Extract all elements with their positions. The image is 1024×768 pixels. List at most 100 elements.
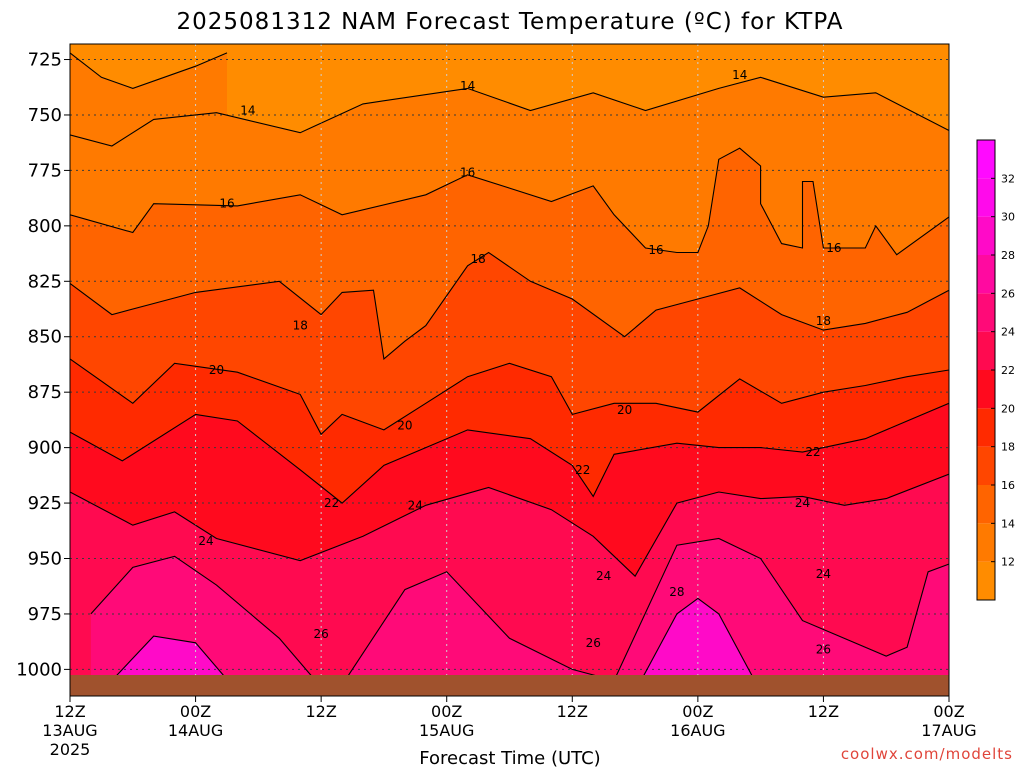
y-tick-label: 875 bbox=[28, 382, 62, 403]
contour-label: 24 bbox=[596, 569, 611, 583]
contour-label: 20 bbox=[397, 418, 412, 432]
ground-surface bbox=[70, 675, 949, 696]
contour-label: 24 bbox=[795, 496, 810, 510]
contour-lines bbox=[70, 52, 949, 692]
colorbar-segment bbox=[977, 370, 995, 409]
x-tick-date: 14AUG bbox=[168, 721, 223, 740]
y-tick-label: 950 bbox=[28, 549, 62, 570]
y-tick-label: 775 bbox=[28, 160, 62, 181]
colorbar-label: 32 bbox=[1001, 172, 1015, 185]
contour-26 bbox=[90, 555, 322, 688]
y-axis: 725 750 775 800 825 850 875 900 925 950 975 1000 bbox=[16, 50, 70, 680]
x-tick-date: 15AUG bbox=[419, 721, 474, 740]
grid-lines bbox=[70, 44, 949, 696]
colorbar-segment bbox=[977, 140, 995, 179]
credit-text: coolwx.com/modelts bbox=[841, 745, 1013, 763]
y-tick-label: 800 bbox=[28, 216, 62, 237]
contour-label: 24 bbox=[198, 534, 213, 548]
contour-label: 22 bbox=[324, 496, 339, 510]
x-tick-year: 2025 bbox=[50, 740, 91, 759]
colorbar-label: 14 bbox=[1001, 517, 1015, 530]
x-tick-time: 00Z bbox=[180, 702, 211, 721]
contour-14 bbox=[70, 52, 228, 89]
contour-label: 26 bbox=[586, 636, 601, 650]
contour-label: 22 bbox=[575, 463, 590, 477]
contour-label: 14 bbox=[240, 104, 255, 118]
y-tick-label: 1000 bbox=[16, 659, 62, 680]
chart-title: 2025081312 NAM Forecast Temperature (ºC)… bbox=[177, 9, 844, 35]
plot-area bbox=[70, 44, 949, 696]
contour-18 bbox=[70, 251, 949, 360]
contour-label: 26 bbox=[314, 627, 329, 641]
y-tick-label: 900 bbox=[28, 438, 62, 459]
x-tick-time: 12Z bbox=[808, 702, 839, 721]
contour-28 bbox=[634, 597, 762, 692]
contour-label: 20 bbox=[209, 363, 224, 377]
contour-label: 26 bbox=[816, 642, 831, 656]
contour-label: 24 bbox=[408, 498, 423, 512]
x-tick-date: 13AUG bbox=[42, 721, 97, 740]
contour-labels: 14 14 14 16 16 16 16 18 18 18 20 20 20 22 22 22 24 24 24 24… bbox=[198, 68, 841, 656]
y-tick-label: 825 bbox=[28, 271, 62, 292]
y-tick-label: 925 bbox=[28, 493, 62, 514]
contour-22 bbox=[70, 402, 949, 504]
colorbar-label: 28 bbox=[1001, 249, 1015, 262]
colorbar-label: 20 bbox=[1001, 402, 1015, 415]
colorbar-label: 18 bbox=[1001, 441, 1015, 454]
colorbar-label: 22 bbox=[1001, 364, 1015, 377]
contour-label: 18 bbox=[293, 319, 308, 333]
contour-label: 16 bbox=[460, 166, 475, 180]
x-tick-date: 16AUG bbox=[670, 721, 725, 740]
colorbar-label: 24 bbox=[1001, 326, 1015, 339]
contour-label: 20 bbox=[617, 403, 632, 417]
colorbar-label: 30 bbox=[1001, 211, 1015, 224]
y-tick-label: 750 bbox=[28, 105, 62, 126]
x-tick-time: 00Z bbox=[431, 702, 462, 721]
contour-16 bbox=[70, 147, 949, 256]
colorbar-label: 16 bbox=[1001, 479, 1015, 492]
x-tick-time: 12Z bbox=[557, 702, 588, 721]
band-above-26 bbox=[342, 538, 949, 696]
contour-label: 14 bbox=[732, 68, 747, 82]
colorbar-segment bbox=[977, 523, 995, 562]
contour-28 bbox=[111, 635, 238, 692]
x-tick-time: 00Z bbox=[682, 702, 713, 721]
colorbar-segment bbox=[977, 293, 995, 332]
colorbar-label: 12 bbox=[1001, 556, 1015, 569]
contour-label: 24 bbox=[816, 567, 831, 581]
contour-26 bbox=[341, 537, 949, 686]
colorbar-segment bbox=[977, 178, 995, 217]
y-tick-label: 850 bbox=[28, 327, 62, 348]
contour-label: 14 bbox=[460, 79, 475, 93]
colorbar-segment bbox=[977, 561, 995, 600]
contour-label: 16 bbox=[826, 241, 841, 255]
temperature-bands bbox=[70, 44, 949, 696]
contour-label: 18 bbox=[470, 252, 485, 266]
contour-label: 22 bbox=[805, 445, 820, 459]
colorbar-segment bbox=[977, 255, 995, 294]
x-tick-time: 12Z bbox=[305, 702, 336, 721]
contour-20 bbox=[70, 358, 949, 436]
x-axis-label: Forecast Time (UTC) bbox=[419, 748, 600, 768]
colorbar-segment bbox=[977, 331, 995, 370]
contour-14 bbox=[70, 76, 949, 147]
colorbar-segment bbox=[977, 485, 995, 524]
colorbar-segment bbox=[977, 408, 995, 447]
x-tick-date: 17AUG bbox=[921, 721, 976, 740]
y-tick-label: 725 bbox=[28, 50, 62, 71]
contour-label: 16 bbox=[648, 243, 663, 257]
contour-24 bbox=[70, 473, 949, 578]
plot-frame bbox=[69, 43, 950, 697]
colorbar: 12 14 16 18 20 22 24 26 28 30 32 bbox=[976, 139, 1015, 601]
contour-label: 18 bbox=[816, 314, 831, 328]
colorbar-label: 26 bbox=[1001, 287, 1015, 300]
band-above-28 bbox=[635, 598, 761, 696]
contour-label: 28 bbox=[669, 585, 684, 599]
colorbar-segment bbox=[977, 216, 995, 255]
x-tick-time: 00Z bbox=[933, 702, 964, 721]
colorbar-segment bbox=[977, 446, 995, 485]
contour-label: 16 bbox=[219, 197, 234, 211]
x-tick-time: 12Z bbox=[54, 702, 85, 721]
